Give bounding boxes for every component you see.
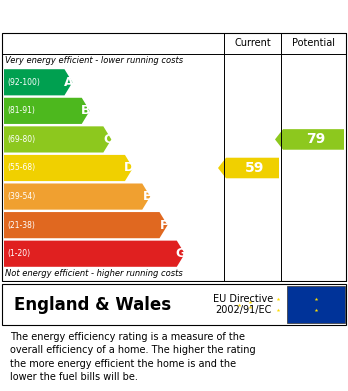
Text: (39-54): (39-54) bbox=[7, 192, 35, 201]
Text: G: G bbox=[175, 247, 186, 260]
Polygon shape bbox=[4, 212, 167, 238]
Text: The energy efficiency rating is a measure of the
overall efficiency of a home. T: The energy efficiency rating is a measur… bbox=[10, 332, 256, 382]
Text: F: F bbox=[160, 219, 168, 231]
Text: Current: Current bbox=[234, 38, 271, 48]
Polygon shape bbox=[4, 183, 150, 210]
Text: 79: 79 bbox=[306, 133, 325, 146]
Text: (21-38): (21-38) bbox=[7, 221, 35, 230]
Polygon shape bbox=[4, 240, 185, 267]
Text: A: A bbox=[64, 76, 73, 89]
Text: Very energy efficient - lower running costs: Very energy efficient - lower running co… bbox=[5, 56, 183, 65]
Bar bbox=[287, 285, 345, 323]
Text: (55-68): (55-68) bbox=[7, 163, 35, 172]
Polygon shape bbox=[4, 126, 111, 152]
Text: D: D bbox=[124, 161, 134, 174]
Text: Energy Efficiency Rating: Energy Efficiency Rating bbox=[14, 9, 224, 23]
Polygon shape bbox=[4, 155, 133, 181]
Polygon shape bbox=[218, 158, 279, 178]
Text: Not energy efficient - higher running costs: Not energy efficient - higher running co… bbox=[5, 269, 183, 278]
Text: Potential: Potential bbox=[292, 38, 335, 48]
Polygon shape bbox=[4, 98, 90, 124]
Text: England & Wales: England & Wales bbox=[14, 296, 171, 314]
Text: (92-100): (92-100) bbox=[7, 78, 40, 87]
Text: (81-91): (81-91) bbox=[7, 106, 35, 115]
Polygon shape bbox=[275, 129, 344, 150]
Text: (1-20): (1-20) bbox=[7, 249, 30, 258]
Polygon shape bbox=[4, 69, 72, 95]
Text: (69-80): (69-80) bbox=[7, 135, 35, 144]
Text: 59: 59 bbox=[245, 161, 264, 175]
Text: EU Directive
2002/91/EC: EU Directive 2002/91/EC bbox=[213, 294, 274, 315]
Text: C: C bbox=[103, 133, 112, 146]
Text: E: E bbox=[143, 190, 151, 203]
Text: B: B bbox=[81, 104, 91, 117]
